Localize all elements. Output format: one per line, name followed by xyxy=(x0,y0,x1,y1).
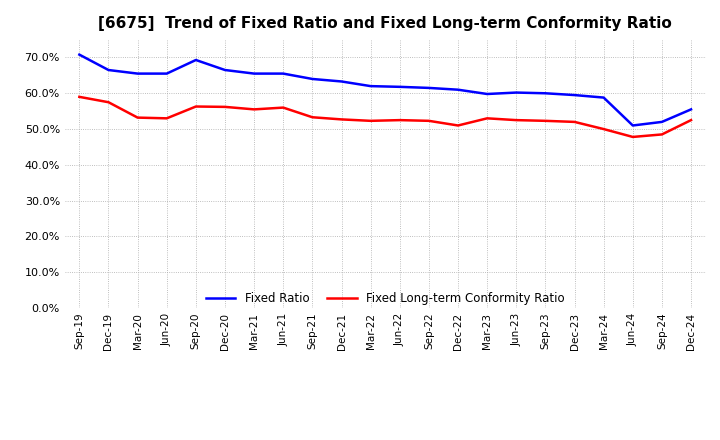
Fixed Ratio xyxy=(454,87,462,92)
Fixed Long-term Conformity Ratio xyxy=(163,116,171,121)
Fixed Ratio xyxy=(250,71,258,76)
Fixed Ratio xyxy=(308,76,317,81)
Fixed Long-term Conformity Ratio xyxy=(512,117,521,123)
Fixed Long-term Conformity Ratio xyxy=(104,99,113,105)
Fixed Ratio xyxy=(192,57,200,62)
Fixed Long-term Conformity Ratio xyxy=(250,107,258,112)
Fixed Ratio xyxy=(570,92,579,98)
Fixed Ratio xyxy=(483,92,492,97)
Fixed Ratio xyxy=(541,91,550,96)
Title: [6675]  Trend of Fixed Ratio and Fixed Long-term Conformity Ratio: [6675] Trend of Fixed Ratio and Fixed Lo… xyxy=(99,16,672,32)
Fixed Long-term Conformity Ratio xyxy=(133,115,142,120)
Fixed Ratio xyxy=(657,119,666,125)
Fixed Ratio xyxy=(220,67,229,73)
Fixed Ratio xyxy=(366,84,375,89)
Fixed Long-term Conformity Ratio xyxy=(366,118,375,124)
Fixed Ratio xyxy=(599,95,608,100)
Fixed Long-term Conformity Ratio xyxy=(454,123,462,128)
Fixed Long-term Conformity Ratio xyxy=(599,126,608,132)
Fixed Long-term Conformity Ratio xyxy=(308,114,317,120)
Fixed Long-term Conformity Ratio xyxy=(629,134,637,139)
Fixed Ratio xyxy=(163,71,171,76)
Fixed Long-term Conformity Ratio xyxy=(425,118,433,124)
Fixed Long-term Conformity Ratio xyxy=(541,118,550,124)
Fixed Long-term Conformity Ratio xyxy=(483,116,492,121)
Fixed Long-term Conformity Ratio xyxy=(279,105,287,110)
Fixed Ratio xyxy=(512,90,521,95)
Fixed Long-term Conformity Ratio xyxy=(395,117,404,123)
Fixed Long-term Conformity Ratio xyxy=(220,104,229,110)
Fixed Ratio xyxy=(279,71,287,76)
Fixed Long-term Conformity Ratio xyxy=(337,117,346,122)
Legend: Fixed Ratio, Fixed Long-term Conformity Ratio: Fixed Ratio, Fixed Long-term Conformity … xyxy=(206,292,564,305)
Fixed Long-term Conformity Ratio xyxy=(657,132,666,137)
Fixed Ratio xyxy=(395,84,404,89)
Fixed Long-term Conformity Ratio xyxy=(687,117,696,123)
Line: Fixed Ratio: Fixed Ratio xyxy=(79,55,691,125)
Fixed Long-term Conformity Ratio xyxy=(75,94,84,99)
Fixed Ratio xyxy=(687,107,696,112)
Fixed Long-term Conformity Ratio xyxy=(192,104,200,109)
Fixed Ratio xyxy=(75,52,84,57)
Fixed Ratio xyxy=(104,67,113,73)
Fixed Ratio xyxy=(629,123,637,128)
Fixed Ratio xyxy=(133,71,142,76)
Line: Fixed Long-term Conformity Ratio: Fixed Long-term Conformity Ratio xyxy=(79,97,691,137)
Fixed Ratio xyxy=(425,85,433,91)
Fixed Ratio xyxy=(337,79,346,84)
Fixed Long-term Conformity Ratio xyxy=(570,119,579,125)
